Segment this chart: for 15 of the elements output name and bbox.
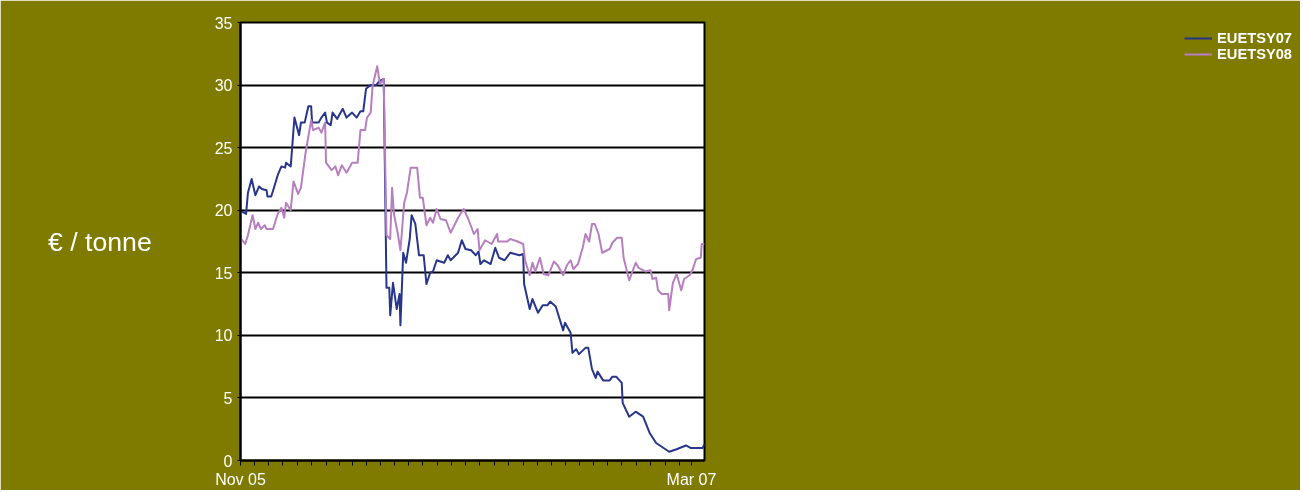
y-tick-label: 15	[214, 264, 233, 282]
x-tick-label: Nov 05	[215, 470, 266, 488]
line-series	[240, 77, 705, 453]
x-tick-label: Mar 07	[666, 470, 717, 488]
y-tick-label: 30	[214, 77, 233, 95]
line-series	[240, 65, 705, 312]
y-tick-label: 10	[214, 327, 233, 345]
y-tick-label: 0	[223, 452, 233, 470]
y-tick-label: 25	[214, 139, 233, 157]
legend-label: EUETSY08	[1217, 46, 1292, 62]
y-axis-title: € / tonne	[47, 226, 152, 257]
y-tick-label: 5	[223, 389, 233, 407]
legend-label: EUETSY07	[1217, 30, 1292, 46]
y-tick-label: 20	[214, 202, 233, 220]
y-tick-label: 35	[214, 14, 233, 32]
